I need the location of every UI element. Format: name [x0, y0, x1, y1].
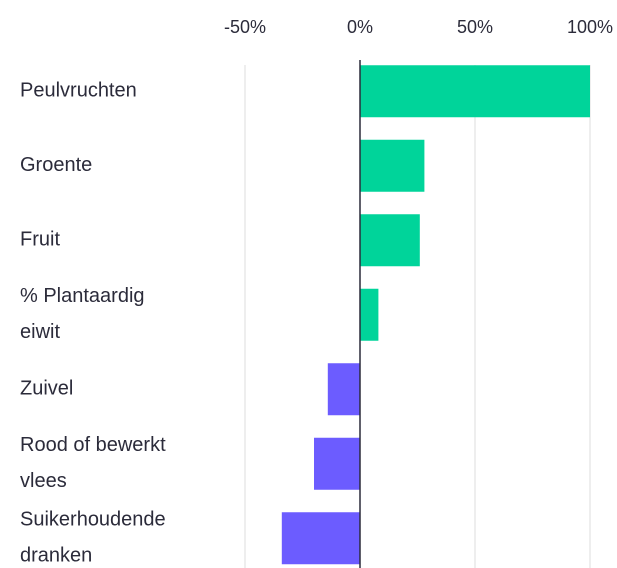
- y-tick-label: Peulvruchten: [20, 80, 137, 102]
- bar: [327, 363, 360, 416]
- bar: [360, 139, 425, 192]
- x-tick-label: 100%: [567, 17, 613, 37]
- label-line: Suikerhoudende: [20, 509, 166, 531]
- label-line: % Plantaardig: [20, 285, 145, 307]
- y-tick-label: % Plantaardig eiwit: [20, 285, 145, 343]
- y-tick-label: Rood of bewerkt vlees: [20, 434, 166, 492]
- bar: [360, 65, 590, 118]
- bar: [281, 512, 360, 565]
- y-tick-label: Fruit: [20, 229, 60, 251]
- y-tick-label: Groente: [20, 154, 92, 176]
- x-tick-label: 50%: [457, 17, 493, 37]
- x-tick-label: 0%: [347, 17, 373, 37]
- label-line: eiwit: [20, 321, 60, 343]
- bar: [360, 288, 379, 341]
- label-line: Rood of bewerkt: [20, 434, 166, 456]
- bar: [360, 214, 420, 267]
- bar: [314, 437, 360, 490]
- label-line: vlees: [20, 470, 67, 492]
- x-tick-label: -50%: [224, 17, 266, 37]
- label-line: dranken: [20, 545, 92, 567]
- y-tick-label: Zuivel: [20, 378, 73, 400]
- y-tick-label: Suikerhoudende dranken: [20, 509, 166, 567]
